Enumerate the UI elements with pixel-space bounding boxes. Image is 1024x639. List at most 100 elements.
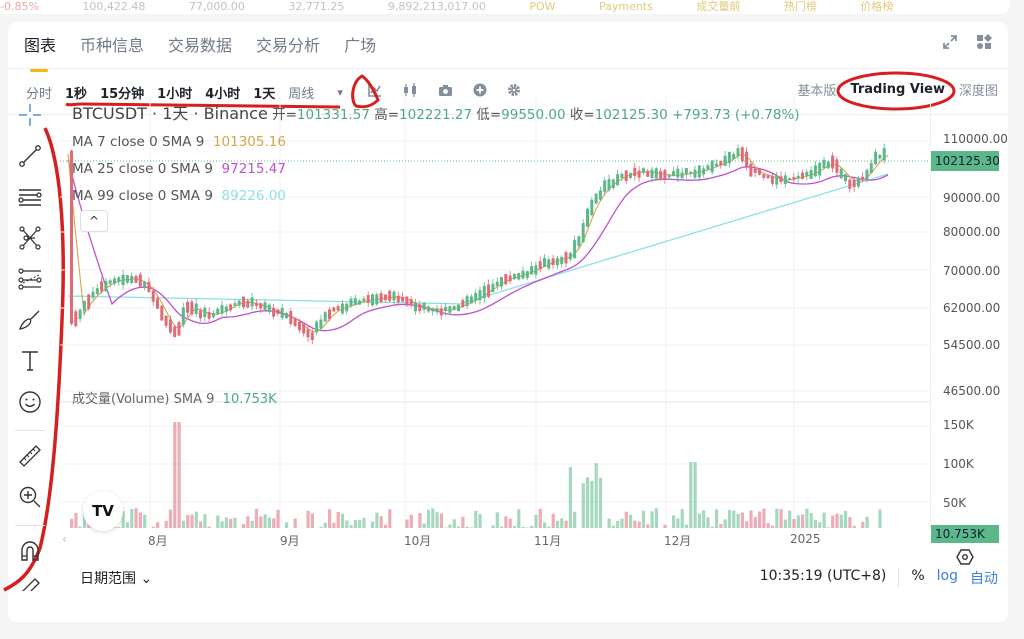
brush-icon: [19, 310, 40, 330]
scale-controls: 10:35:19 (UTC+8) % log 自动: [760, 568, 998, 588]
divider: [8, 68, 1008, 69]
view-depth[interactable]: 深度图: [958, 84, 998, 99]
symbol-label: BTCUSDT · 1天 · Binance: [72, 104, 268, 123]
divider: [8, 114, 1008, 115]
view-tradingview[interactable]: Trading View: [850, 82, 945, 97]
zoom-in-tool[interactable]: [15, 482, 45, 512]
open-value: 101331.57: [296, 107, 370, 123]
price-axis[interactable]: 110000.00 102125.30 90000.00 80000.00 70…: [930, 96, 1008, 543]
parallel-lines-icon: [18, 189, 42, 206]
tab-trading-analysis[interactable]: 交易分析: [256, 36, 321, 55]
settings-icon[interactable]: [507, 83, 521, 101]
time-tick: 11月: [534, 534, 562, 548]
price-chart[interactable]: BTCUSDT · 1天 · Binance 开=101331.57 高=102…: [60, 96, 930, 528]
separator: [898, 568, 900, 588]
open-label: 开=: [272, 107, 297, 123]
ticker-link[interactable]: 热门榜: [783, 0, 817, 13]
tab-coin-info[interactable]: 币种信息: [80, 36, 145, 55]
low-value: 99550.00: [501, 107, 566, 123]
chart-tabs: 图表 币种信息 交易数据 交易分析 广场: [24, 30, 377, 72]
ma99-label: MA 99 close 0 SMA 9: [72, 188, 213, 204]
ticker-value: 32,771.25: [288, 0, 345, 13]
parallel-lines-tool[interactable]: [15, 182, 45, 212]
close-value: 102125.30: [594, 107, 668, 123]
candle-type-icon[interactable]: [402, 83, 418, 101]
volume-tick: 150K: [943, 418, 974, 432]
high-value: 102221.27: [399, 107, 473, 123]
clock-time[interactable]: 10:35:19 (UTC+8): [759, 568, 887, 584]
volume-legend: 成交量(Volume) SMA 9 10.753K: [72, 388, 277, 407]
ticker-link[interactable]: POW: [529, 0, 556, 13]
timeframe-toolbar: 分时 1秒 15分钟 1小时 4小时 1天 周线 ▾: [26, 80, 521, 104]
time-tick: 2025: [790, 532, 821, 546]
zoom-in-icon: [19, 486, 41, 508]
ticker-value: 100,422.48: [82, 0, 146, 13]
time-axis[interactable]: 8月 9月 10月 11月 12月 2025: [60, 528, 930, 550]
magnet-icon: [21, 541, 39, 561]
price-tick: 80000.00: [943, 225, 1001, 239]
timeframe-1d[interactable]: 1天: [253, 86, 276, 102]
view-basic[interactable]: 基本版: [797, 84, 837, 99]
time-tick: 10月: [404, 534, 432, 548]
timeframe-1w[interactable]: 周线: [288, 86, 315, 102]
ma25-label: MA 25 close 0 SMA 9: [72, 161, 213, 177]
magnet-tool[interactable]: [15, 536, 45, 566]
date-range-dropdown[interactable]: 日期范围 ⌄: [80, 571, 153, 587]
add-icon[interactable]: [473, 83, 487, 101]
ma25-value: 97215.47: [221, 161, 286, 177]
ma7-label: MA 7 close 0 SMA 9: [72, 134, 205, 150]
ticker-link[interactable]: 成交量前: [696, 0, 741, 13]
tab-chart[interactable]: 图表: [24, 30, 56, 72]
low-label: 低=: [476, 107, 502, 123]
pattern-tool[interactable]: [15, 223, 45, 253]
collapse-legend-button[interactable]: ^: [80, 210, 108, 232]
top-ticker-strip: -0.85% 100,422.48 77,000.00 32,771.25 9,…: [0, 0, 1010, 14]
ruler-tool[interactable]: [15, 441, 45, 471]
timeframe-1h[interactable]: 1小时: [157, 86, 193, 102]
timeframe-4h[interactable]: 4小时: [205, 86, 241, 102]
ticker-value: 9,892,213,017.00: [387, 0, 486, 13]
scroll-left-icon[interactable]: ‹: [62, 532, 67, 546]
tradingview-logo[interactable]: TV: [83, 491, 123, 531]
bottom-bar: 日期范围 ⌄ 10:35:19 (UTC+8) % log 自动: [8, 560, 1008, 596]
drawing-toolbar: [12, 100, 48, 602]
auto-scale-button[interactable]: 自动: [970, 571, 998, 587]
camera-icon[interactable]: [438, 84, 453, 101]
brush-tool[interactable]: [15, 305, 45, 335]
emoji-tool[interactable]: [15, 387, 45, 417]
timeframe-15m[interactable]: 15分钟: [100, 86, 145, 102]
timeframe-line[interactable]: 分时: [26, 86, 53, 102]
trendline-tool[interactable]: [15, 141, 45, 171]
trendline-icon: [19, 145, 41, 167]
tool-separator: [15, 525, 45, 526]
change-value: +793.73 (+0.78%): [672, 107, 800, 123]
chart-settings-icon[interactable]: [956, 548, 974, 570]
price-tick: 54500.00: [943, 338, 1001, 352]
text-tool[interactable]: [15, 346, 45, 376]
price-tick: 90000.00: [943, 191, 1001, 205]
volume-tick: 50K: [943, 496, 967, 510]
timeframe-dropdown-icon[interactable]: ▾: [337, 85, 343, 99]
timeframe-1s[interactable]: 1秒: [65, 86, 88, 102]
tab-trading-data[interactable]: 交易数据: [168, 36, 233, 55]
price-tick: 62000.00: [943, 301, 1001, 315]
lock-draw-tool[interactable]: [15, 577, 45, 591]
price-tick: 46500.00: [943, 384, 1001, 398]
crosshair-tool[interactable]: [15, 100, 45, 130]
crosshair-icon: [19, 104, 41, 126]
ticker-link[interactable]: 价格榜: [860, 0, 894, 13]
percent-scale-button[interactable]: %: [911, 568, 925, 584]
candlestick-chart[interactable]: [60, 96, 930, 528]
tab-square[interactable]: 广场: [344, 36, 377, 55]
layout-grid-icon[interactable]: [976, 34, 992, 54]
ruler-icon: [19, 445, 41, 467]
fib-tool[interactable]: [15, 264, 45, 294]
text-icon: [22, 351, 38, 371]
ticker-change: -0.85%: [0, 0, 39, 13]
time-tick: 8月: [148, 534, 168, 548]
log-scale-button[interactable]: log: [936, 568, 958, 584]
current-price-tag: 102125.30: [931, 151, 1000, 171]
tool-separator: [15, 430, 45, 431]
ticker-link[interactable]: Payments: [599, 0, 653, 13]
expand-icon[interactable]: [942, 34, 958, 54]
